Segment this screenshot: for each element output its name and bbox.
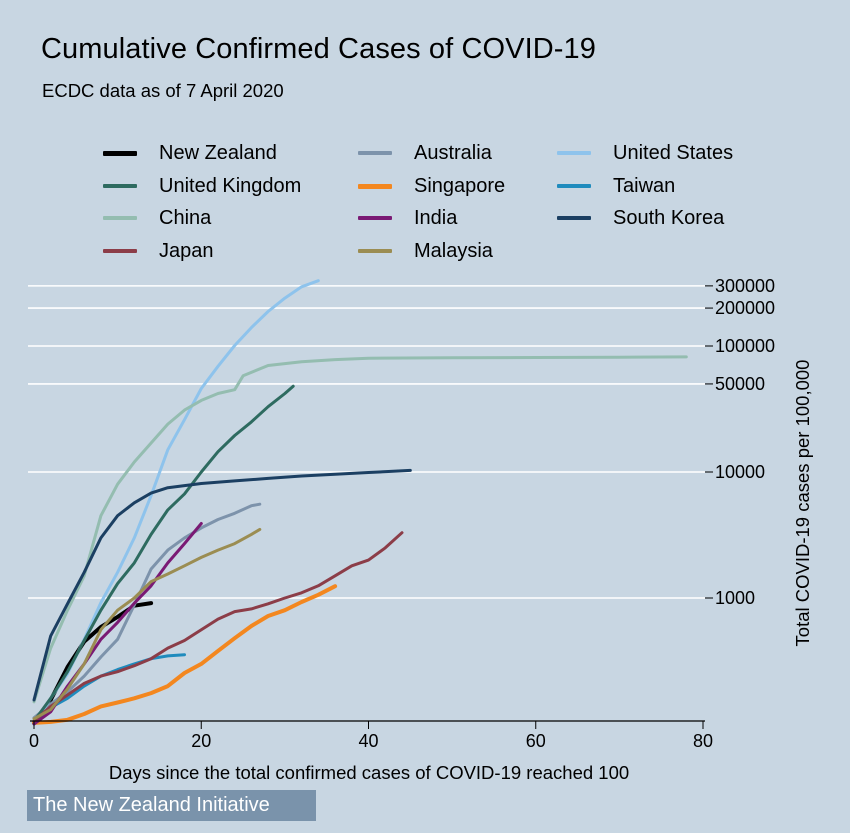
legend-label: India xyxy=(414,206,458,229)
legend-swatch xyxy=(358,249,392,253)
x-tick-label: 0 xyxy=(29,731,39,751)
legend-label: Japan xyxy=(159,239,214,262)
series-lines xyxy=(32,279,688,726)
y-tick-label: 300000 xyxy=(715,276,775,296)
legend-swatch xyxy=(358,151,392,155)
chart-title: Cumulative Confirmed Cases of COVID-19 xyxy=(41,33,596,65)
series-line-malaysia xyxy=(32,527,262,721)
axes: 0 20 40 60 80 xyxy=(29,720,713,751)
legend-swatch xyxy=(557,216,591,220)
footer-brand: The New Zealand Initiative xyxy=(27,790,316,821)
legend-label: United Kingdom xyxy=(159,174,302,197)
legend-item-china: China xyxy=(103,206,211,230)
series-line-south-korea xyxy=(32,468,412,702)
legend-item-united-states: United States xyxy=(557,141,733,165)
legend-item-united-kingdom: United Kingdom xyxy=(103,174,301,198)
legend-item-india: India xyxy=(358,206,457,230)
legend-swatch xyxy=(103,150,137,156)
x-tick-label: 60 xyxy=(526,731,546,751)
legend-swatch xyxy=(358,216,392,220)
legend-item-australia: Australia xyxy=(358,141,492,165)
legend-item-malaysia: Malaysia xyxy=(358,239,493,263)
legend-swatch xyxy=(358,183,392,189)
legend-swatch xyxy=(103,216,137,220)
legend-swatch xyxy=(103,184,137,188)
y-axis-label: Total COVID-19 cases per 100,000 xyxy=(792,360,813,647)
legend-label: New Zealand xyxy=(159,141,277,164)
x-tick-label: 80 xyxy=(693,731,713,751)
y-tick-label: 50000 xyxy=(715,374,765,394)
y-tick-label: 200000 xyxy=(715,298,775,318)
legend-item-taiwan: Taiwan xyxy=(557,174,675,198)
series-line-singapore xyxy=(32,584,338,725)
y-tick-label: 100000 xyxy=(715,336,775,356)
y-tick-label: 1000 xyxy=(715,588,755,608)
legend-label: United States xyxy=(613,141,734,164)
legend-item-singapore: Singapore xyxy=(358,174,505,198)
x-tick-label: 20 xyxy=(191,731,211,751)
legend-item-south-korea: South Korea xyxy=(557,206,724,230)
legend-label: Taiwan xyxy=(613,174,676,197)
series-line-china xyxy=(32,355,688,704)
legend-swatch xyxy=(103,249,137,253)
legend-label: Australia xyxy=(414,141,492,164)
x-axis-label: Days since the total confirmed cases of … xyxy=(109,762,629,783)
legend-item-japan: Japan xyxy=(103,239,214,263)
legend-label: Singapore xyxy=(414,174,506,197)
legend-label: Malaysia xyxy=(414,239,493,262)
series-line-australia xyxy=(32,502,262,720)
x-tick-label: 40 xyxy=(358,731,378,751)
legend-swatch xyxy=(557,151,591,155)
series-line-japan xyxy=(32,531,404,723)
chart-subtitle: ECDC data as of 7 April 2020 xyxy=(42,80,284,101)
legend-label: China xyxy=(159,206,212,229)
legend-swatch xyxy=(557,184,591,188)
legend-label: South Korea xyxy=(613,206,725,229)
series-line-india xyxy=(32,522,203,726)
y-tick-label: 10000 xyxy=(715,462,765,482)
series-line-united-kingdom xyxy=(32,384,295,723)
legend-item-new-zealand: New Zealand xyxy=(103,141,277,165)
